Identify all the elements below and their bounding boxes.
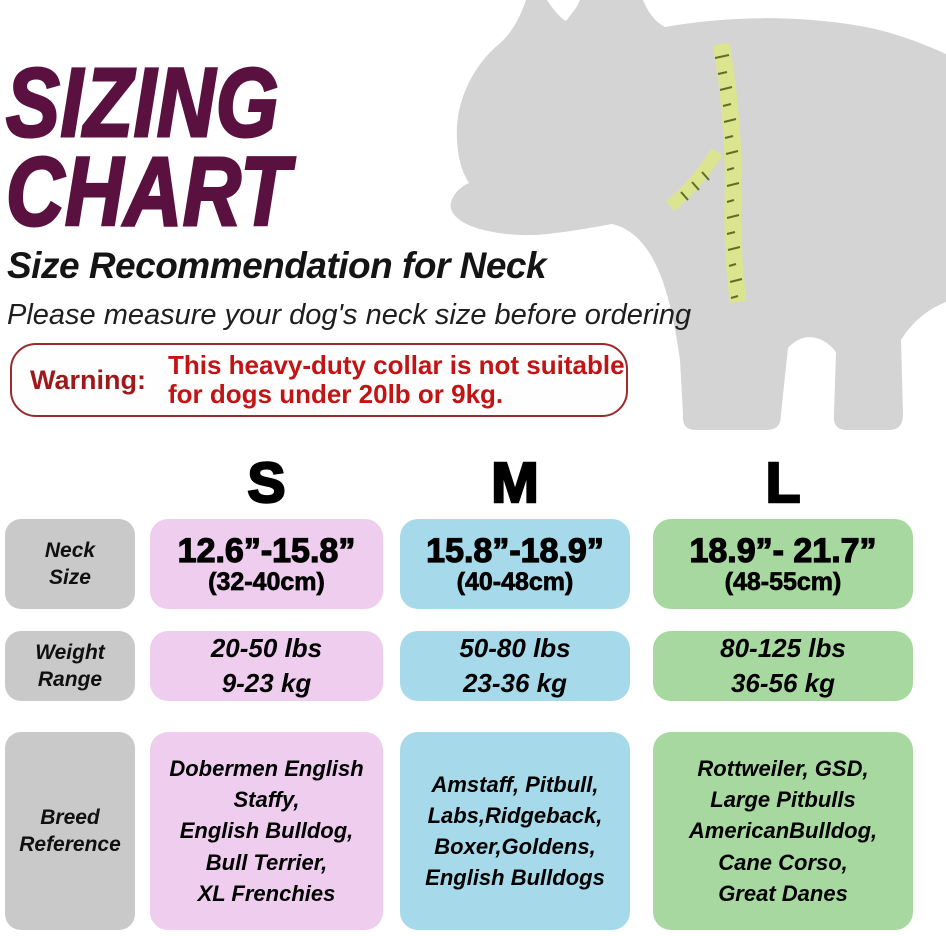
page-title: SIZING CHART xyxy=(5,48,291,247)
page-title-line1: SIZING xyxy=(5,48,280,157)
warning-box: Warning: This heavy-duty collar is not s… xyxy=(10,343,628,417)
dog-silhouette-image xyxy=(450,0,946,430)
neck-size-cell-l: 18.9”- 21.7” (48-55cm) xyxy=(653,519,913,609)
column-header-l: L xyxy=(764,450,801,517)
weight-range-l: 80-125 lbs 36-56 kg xyxy=(720,632,846,698)
column-header-s: S xyxy=(246,450,287,517)
dog-silhouette xyxy=(450,0,946,430)
breed-list-l: Rottweiler, GSD, Large Pitbulls AmericanBu… xyxy=(688,755,878,906)
column-header-m: M xyxy=(490,450,540,517)
neck-size-cm-l: (48-55cm) xyxy=(724,568,842,597)
neck-size-inches-m: 15.8”-18.9” xyxy=(426,531,605,570)
breed-reference-cell-m: Amstaff, Pitbull, Labs,Ridgeback, Boxer,Go… xyxy=(400,732,630,930)
measure-note: Please measure your dog's neck size befo… xyxy=(7,299,692,331)
measuring-tape-branch xyxy=(665,148,723,212)
breed-list-s: Dobermen English Staffy, English Bulldog, B… xyxy=(169,755,364,906)
row-label-neck-size: Neck Size xyxy=(5,519,135,609)
breed-reference-cell-s: Dobermen English Staffy, English Bulldog, B… xyxy=(150,732,383,930)
neck-size-cell-m: 15.8”-18.9” (40-48cm) xyxy=(400,519,630,609)
measuring-tape-ticks xyxy=(680,54,743,299)
breed-list-m: Amstaff, Pitbull, Labs,Ridgeback, Boxer,Go… xyxy=(425,771,605,891)
weight-range-cell-l: 80-125 lbs 36-56 kg xyxy=(653,631,913,701)
neck-size-inches-l: 18.9”- 21.7” xyxy=(689,531,877,570)
neck-size-cell-s: 12.6”-15.8” (32-40cm) xyxy=(150,519,383,609)
warning-message: This heavy-duty collar is not suitable fo… xyxy=(167,349,625,409)
row-label-breed-reference: Breed Reference xyxy=(5,732,135,930)
weight-range-cell-m: 50-80 lbs 23-36 kg xyxy=(400,631,630,701)
page-subtitle: Size Recommendation for Neck xyxy=(7,245,547,286)
neck-size-inches-s: 12.6”-15.8” xyxy=(177,531,356,570)
neck-size-cm-s: (32-40cm) xyxy=(208,568,325,597)
page-title-line2: CHART xyxy=(5,137,291,247)
weight-range-s: 20-50 lbs 9-23 kg xyxy=(210,632,323,698)
row-label-weight-range: Weight Range xyxy=(5,631,135,701)
neck-size-cm-m: (40-48cm) xyxy=(456,568,574,597)
weight-range-m: 50-80 lbs 23-36 kg xyxy=(459,632,571,698)
warning-label: Warning: xyxy=(30,364,146,395)
weight-range-cell-s: 20-50 lbs 9-23 kg xyxy=(150,631,383,701)
breed-reference-cell-l: Rottweiler, GSD, Large Pitbulls AmericanBu… xyxy=(653,732,913,930)
